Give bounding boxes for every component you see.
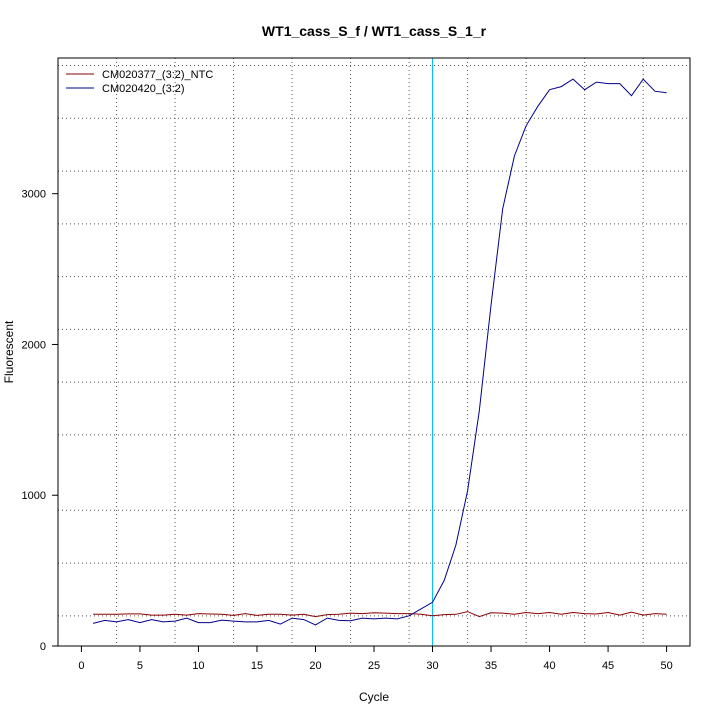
- y-tick-label: 1000: [22, 490, 46, 502]
- y-tick-label: 2000: [22, 339, 46, 351]
- x-axis-label: Cycle: [359, 690, 389, 704]
- x-tick-label: 25: [368, 660, 380, 672]
- x-tick-label: 5: [137, 660, 143, 672]
- y-axis-ticks: 0 1000 2000 3000: [22, 189, 58, 653]
- grid: [58, 58, 690, 646]
- y-axis-label: Fluorescent: [2, 320, 16, 383]
- series-line-1: [93, 611, 667, 618]
- x-tick-label: 10: [192, 660, 204, 672]
- legend-label-2: CM020420_(3:2): [102, 83, 185, 95]
- x-tick-label: 50: [660, 660, 672, 672]
- x-tick-label: 15: [251, 660, 263, 672]
- y-tick-label: 0: [40, 641, 46, 653]
- x-tick-label: 45: [602, 660, 614, 672]
- y-tick-label: 3000: [22, 189, 46, 201]
- legend: CM020377_(3:2)_NTC CM020420_(3:2): [66, 69, 213, 95]
- x-tick-label: 20: [309, 660, 321, 672]
- x-tick-label: 40: [543, 660, 555, 672]
- x-tick-label: 0: [78, 660, 84, 672]
- series-line-2: [92, 78, 667, 626]
- x-tick-label: 35: [485, 660, 497, 672]
- chart-title: WT1_cass_S_f / WT1_cass_S_1_r: [262, 23, 487, 39]
- x-axis-ticks: 0 5 10 15 20 25 30 35 40 45 50: [78, 646, 673, 672]
- legend-label-1: CM020377_(3:2)_NTC: [102, 69, 213, 81]
- x-tick-label: 30: [426, 660, 438, 672]
